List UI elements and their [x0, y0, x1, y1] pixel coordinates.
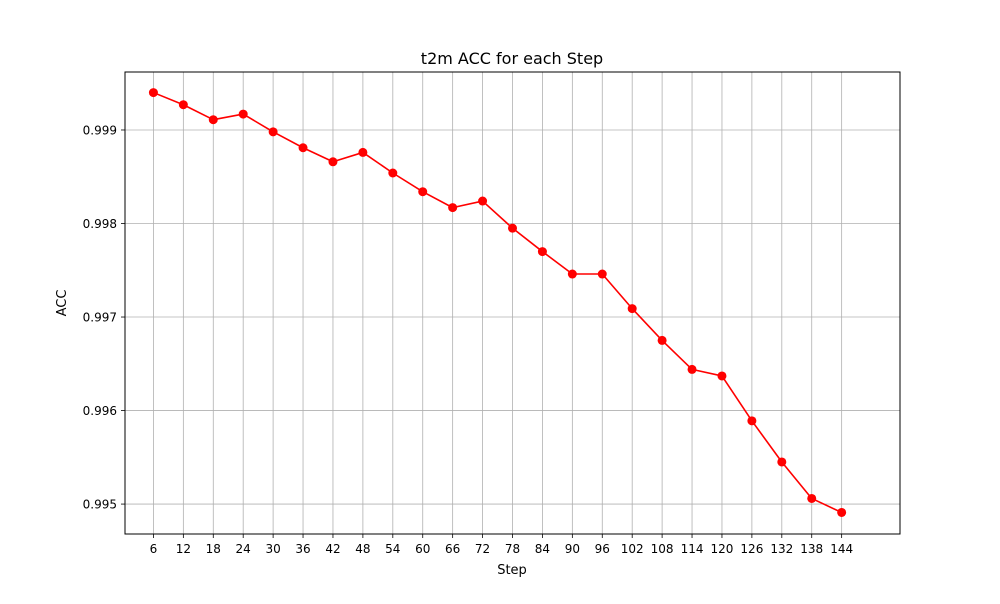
data-point [747, 416, 757, 426]
x-tick-label: 96 [595, 542, 610, 556]
x-tick-label: 78 [505, 542, 520, 556]
x-tick-label: 54 [385, 542, 400, 556]
data-point [537, 247, 547, 257]
data-point [358, 147, 368, 157]
x-tick-label: 114 [681, 542, 704, 556]
data-point [238, 109, 248, 119]
y-tick-label: 0.995 [83, 498, 117, 512]
data-point [627, 304, 637, 314]
x-tick-label: 36 [295, 542, 310, 556]
y-tick-label: 0.999 [83, 123, 117, 137]
x-tick-label: 84 [535, 542, 550, 556]
data-point [837, 507, 847, 517]
grid [125, 72, 900, 534]
x-tick-label: 108 [651, 542, 674, 556]
data-point [388, 168, 398, 178]
data-point [777, 457, 787, 467]
x-tick-label: 126 [740, 542, 763, 556]
data-point [478, 196, 488, 206]
x-tick-label: 72 [475, 542, 490, 556]
data-point [508, 223, 517, 233]
x-tick-label: 132 [770, 542, 793, 556]
y-axis-label: ACC [55, 290, 70, 317]
x-tick-label: 30 [265, 542, 280, 556]
x-tick-label: 60 [415, 542, 430, 556]
data-point [717, 371, 727, 381]
x-tick-label: 24 [236, 542, 251, 556]
data-point [178, 100, 188, 110]
ticks: 6 12 18 24 30 36 42 48 54 60 66 72 78 84 90 96 102 108 114… [83, 123, 853, 556]
x-tick-label: 102 [621, 542, 644, 556]
data-point [208, 115, 218, 125]
data-point [448, 203, 458, 213]
series-line [153, 91, 842, 514]
chart-title: t2m ACC for each Step [421, 49, 603, 68]
x-tick-label: 144 [830, 542, 853, 556]
y-tick-label: 0.998 [83, 217, 117, 231]
data-point [148, 88, 158, 98]
series-layer [148, 88, 847, 517]
data-point [687, 364, 697, 374]
x-tick-label: 48 [355, 542, 370, 556]
x-tick-label: 90 [565, 542, 580, 556]
data-point [328, 157, 338, 167]
x-axis-label: Step [497, 563, 527, 578]
x-tick-label: 12 [176, 542, 191, 556]
x-tick-label: 120 [711, 542, 734, 556]
data-point [597, 269, 607, 279]
x-tick-label: 66 [445, 542, 460, 556]
data-point [657, 335, 667, 345]
y-tick-label: 0.997 [83, 311, 117, 325]
x-tick-label: 18 [206, 542, 221, 556]
x-tick-label: 42 [325, 542, 340, 556]
x-tick-label: 138 [800, 542, 823, 556]
x-tick-label: 6 [150, 542, 158, 556]
data-point [418, 187, 428, 197]
y-tick-label: 0.996 [83, 404, 117, 418]
data-point [268, 127, 278, 137]
data-point [807, 493, 817, 503]
data-point [567, 269, 577, 279]
data-point [298, 143, 308, 153]
